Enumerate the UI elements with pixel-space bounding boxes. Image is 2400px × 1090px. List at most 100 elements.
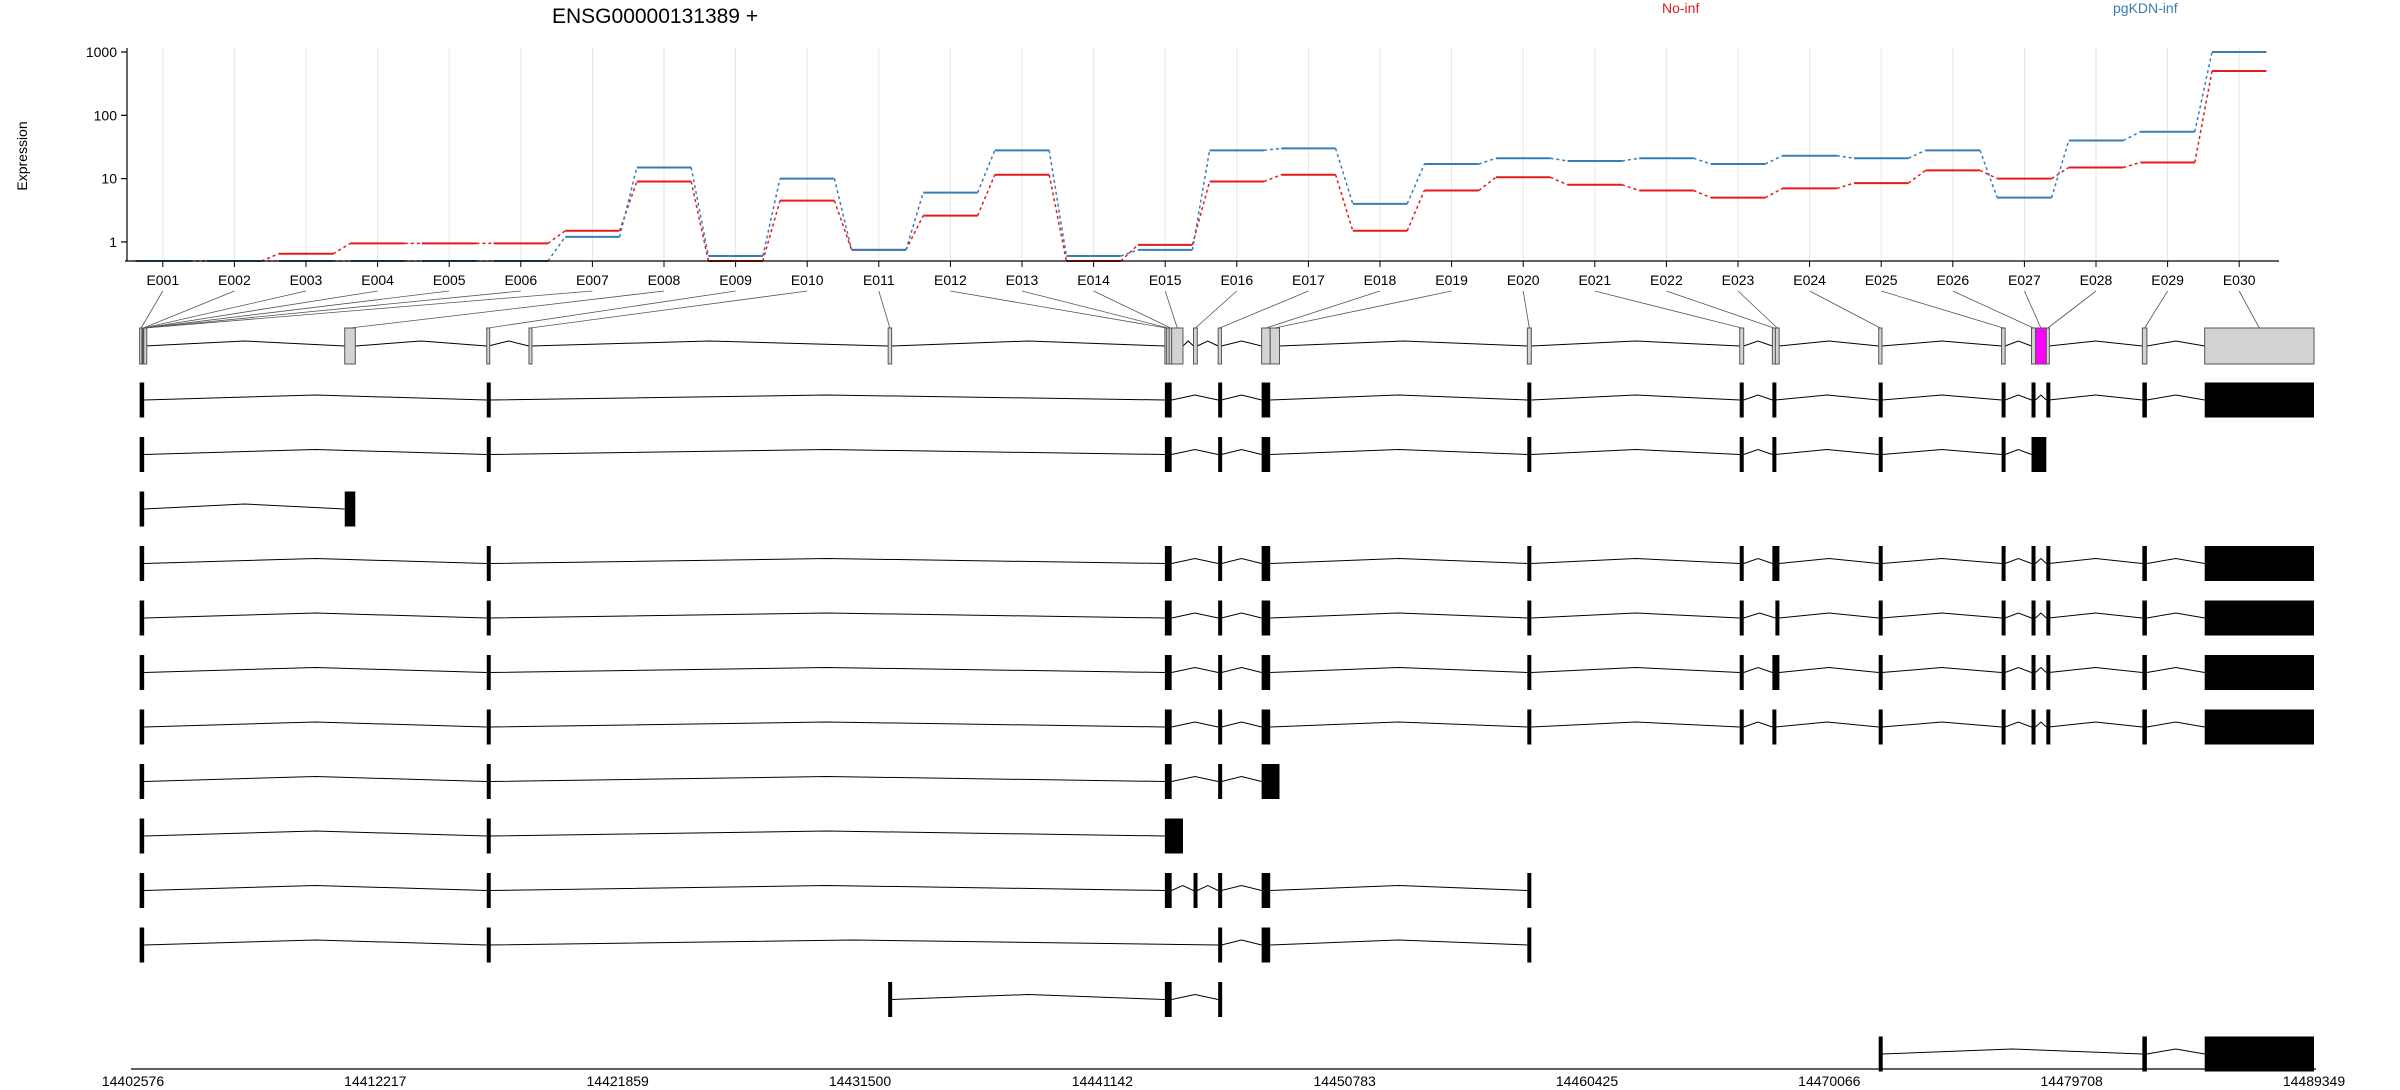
transcript-intron [144, 394, 487, 401]
model-intron [1221, 340, 1262, 347]
transcript-exon [1878, 1036, 1883, 1072]
transcript-exon [2031, 437, 2047, 472]
transcript-intron [1270, 394, 1528, 401]
model-exon-e016 [1193, 327, 1198, 365]
data-connector [1120, 244, 1139, 262]
transcript-row [139, 655, 2314, 690]
data-connector [1478, 176, 1497, 192]
bin-tick-label: E007 [576, 272, 609, 288]
transcript-intron [1881, 721, 2002, 728]
bin-tick-label: E021 [1578, 272, 1611, 288]
bin-tick-label: E018 [1364, 272, 1397, 288]
transcript-exon [139, 491, 145, 527]
bin-tick-label: E016 [1220, 272, 1253, 288]
transcript-exon [1739, 437, 1744, 472]
model-exon-e008 [344, 327, 356, 365]
transcript-exon [2031, 382, 2036, 418]
transcript-intron [1779, 612, 1879, 619]
bin-tick-label: E005 [433, 272, 466, 288]
transcript-exon [1164, 600, 1172, 636]
data-connector [690, 167, 710, 257]
transcript-exon [1527, 382, 1532, 418]
transcript-intron [488, 775, 1165, 782]
transcript-exon [1772, 709, 1777, 745]
transcript-exon [2001, 600, 2006, 636]
transcript-intron [1531, 612, 1740, 619]
transcript-intron [1775, 721, 1879, 728]
transcript-exon [888, 982, 893, 1017]
exon-bin-connector [1594, 290, 1742, 329]
bin-tick-label: E029 [2151, 272, 2184, 288]
transcript-intron [1270, 448, 1528, 455]
transcript-exon [1261, 764, 1280, 799]
transcript-intron [2146, 612, 2205, 619]
model-exon-e025 [2001, 327, 2006, 365]
transcript-intron [1743, 448, 1773, 455]
transcript-exon [486, 818, 491, 854]
transcript-row [139, 873, 1532, 908]
transcript-exon [2204, 655, 2314, 690]
transcript-exon [1527, 546, 1532, 581]
data-connector [833, 178, 853, 251]
transcript-exon [139, 927, 145, 963]
transcript-exon [1218, 873, 1223, 908]
data-connector [261, 253, 280, 262]
bin-tick-label: E030 [2223, 272, 2256, 288]
genomic-tick-label: 14431500 [829, 1073, 892, 1089]
data-connector [2194, 70, 2213, 163]
bin-tick-label: E017 [1292, 272, 1325, 288]
exon-bin-connector [950, 290, 1167, 329]
transcript-row [139, 709, 2314, 745]
model-intron [891, 340, 1165, 347]
transcript-exon [1164, 982, 1172, 1017]
transcript-exon [486, 600, 491, 636]
data-connector [1478, 157, 1497, 165]
transcript-intron [1531, 721, 1740, 728]
data-connector [905, 192, 924, 251]
exon-bin-connector [1219, 290, 1309, 329]
transcript-exon [139, 764, 145, 799]
data-connector [905, 215, 924, 251]
transcript-intron [2035, 612, 2047, 619]
transcript-intron [488, 557, 1165, 564]
exon-bin-connector [1265, 290, 1381, 329]
transcript-exon [2046, 382, 2051, 418]
transcript-intron [1221, 394, 1262, 401]
exon-bin-connector [2047, 290, 2097, 329]
bin-tick-label: E027 [2008, 272, 2041, 288]
model-exon-e024 [1878, 327, 1883, 365]
transcript-exon [2142, 709, 2147, 745]
genomic-axis: 14402576 14412217 14421859 14431500 14441142… [102, 1068, 2345, 1089]
transcript-intron [1171, 884, 1194, 891]
data-connector [1048, 150, 1068, 257]
transcript-intron [1171, 666, 1219, 673]
transcript-intron [2035, 394, 2047, 401]
transcript-exon [1527, 927, 1532, 963]
transcript-exon [139, 546, 145, 581]
transcript-exon [486, 873, 491, 908]
exon-bin-connector [1809, 290, 1881, 329]
transcript-intron [1881, 1048, 2143, 1055]
data-connector [1550, 176, 1568, 186]
data-connector [976, 150, 996, 193]
grid-lines [162, 48, 2240, 261]
transcript-intron [2146, 1048, 2205, 1055]
transcript-intron [1171, 557, 1219, 564]
transcript-intron [1775, 448, 1879, 455]
data-connector [1048, 174, 1068, 262]
bin-tick-label: E014 [1077, 272, 1110, 288]
model-exon-e021 [1739, 327, 1745, 365]
transcript-exon [139, 600, 145, 636]
transcript-intron [2035, 557, 2047, 564]
model-intron [1279, 340, 1528, 347]
series-no-inf [135, 70, 2267, 262]
transcript-intron [1270, 557, 1528, 564]
transcript-intron [2048, 394, 2143, 401]
genomic-tick-label: 14402576 [102, 1073, 165, 1089]
transcript-intron [144, 830, 487, 837]
genomic-tick-label: 14470066 [1798, 1073, 1861, 1089]
model-exon-e028 [2045, 327, 2050, 365]
data-connector [1191, 150, 1211, 250]
transcript-intron [144, 939, 487, 946]
exon-bin-connector [1737, 290, 1778, 329]
